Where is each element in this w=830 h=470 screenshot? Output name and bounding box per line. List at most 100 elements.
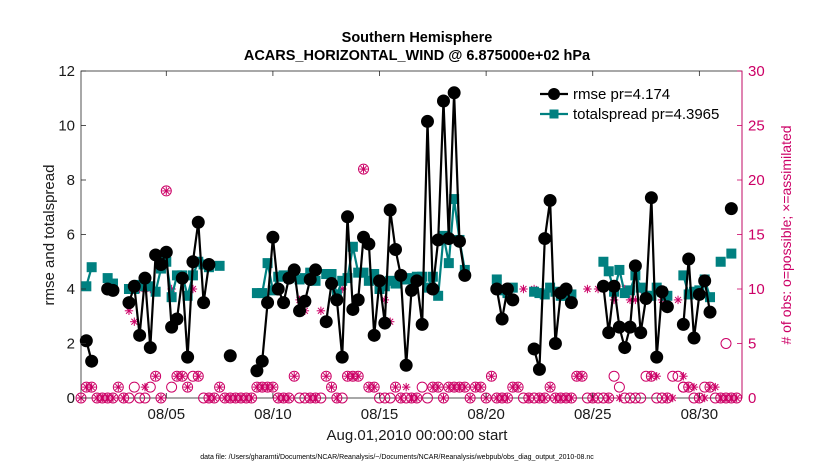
- series-point: [277, 296, 291, 310]
- legend-marker: [548, 88, 560, 100]
- obs-assimilated-marker: [673, 295, 683, 305]
- obs-assimilated-marker: [567, 393, 576, 403]
- obs-possible-marker: [667, 370, 679, 382]
- y-tick-label: 8: [67, 172, 75, 189]
- obs-assimilated-marker: [721, 393, 731, 403]
- series-point: [623, 320, 637, 334]
- series-point: [655, 285, 669, 299]
- series-point: [373, 274, 387, 288]
- asterisk-stroke: [706, 383, 714, 391]
- series-point: [266, 230, 280, 244]
- asterisk-stroke: [674, 296, 682, 304]
- asterisk-stroke: [370, 383, 378, 391]
- series-point: [133, 328, 147, 342]
- obs-assimilated-marker: [604, 393, 613, 403]
- obs-possible-marker: [395, 392, 407, 404]
- obs-possible-marker: [437, 392, 449, 404]
- series-point: [603, 266, 614, 277]
- series-point: [715, 256, 726, 267]
- obs-assimilated-marker: [162, 186, 171, 196]
- asterisk-stroke: [88, 383, 95, 391]
- asterisk-stroke: [536, 394, 543, 402]
- asterisk-stroke: [274, 394, 282, 402]
- series-point: [166, 292, 177, 303]
- asterisk-stroke: [413, 394, 421, 402]
- obs-possible-marker: [629, 392, 641, 404]
- asterisk-stroke: [493, 394, 501, 402]
- obs-assimilated-marker: [401, 382, 411, 392]
- obs-assimilated-marker: [545, 382, 555, 392]
- obs-possible-marker: [720, 338, 732, 349]
- series-point: [197, 296, 211, 310]
- series-point: [86, 262, 97, 273]
- asterisk-stroke: [242, 394, 250, 402]
- obs-assimilated-marker: [231, 393, 240, 403]
- chart-subtitle: ACARS_HORIZONTAL_WIND @ 6.875000e+02 hPa: [244, 48, 591, 64]
- asterisk-stroke: [498, 394, 506, 402]
- x-tick-label: 08/20: [467, 406, 505, 423]
- series-point: [223, 349, 237, 363]
- asterisk-stroke: [312, 394, 319, 402]
- series-point: [367, 328, 381, 342]
- series-point: [399, 358, 413, 372]
- asterisk-stroke: [648, 372, 655, 380]
- asterisk-stroke: [125, 307, 133, 315]
- x-axis-label: Aug.01,2010 00:00:00 start: [327, 427, 509, 444]
- obs-possible-marker: [288, 370, 300, 382]
- obs-count-layer: [75, 163, 743, 404]
- legend-marker: [549, 109, 559, 119]
- asterisk-stroke: [130, 318, 138, 326]
- obs-assimilated-marker: [316, 306, 326, 315]
- series-point: [389, 242, 403, 256]
- series-point: [628, 259, 642, 273]
- series-point: [564, 296, 578, 310]
- series-point: [341, 210, 355, 224]
- asterisk-stroke: [322, 372, 330, 380]
- obs-assimilated-marker: [82, 382, 91, 392]
- legend-box: [534, 79, 736, 123]
- obs-assimilated-marker: [332, 393, 342, 403]
- series-point: [202, 257, 216, 271]
- asterisk-stroke: [605, 394, 613, 402]
- x-tick-label: 08/30: [681, 406, 719, 423]
- series-point: [644, 191, 658, 205]
- series-point: [106, 283, 120, 297]
- obs-assimilated-marker: [194, 372, 203, 381]
- series-point: [335, 350, 349, 364]
- obs-possible-marker: [294, 392, 306, 404]
- asterisk-stroke: [434, 383, 442, 391]
- obs-assimilated-marker: [215, 382, 224, 392]
- asterisk-stroke: [232, 394, 239, 402]
- series-point: [330, 293, 344, 307]
- series-point: [495, 312, 509, 326]
- series-point: [634, 326, 648, 340]
- obs-assimilated-marker: [668, 393, 677, 403]
- asterisk-stroke: [221, 394, 229, 402]
- asterisk-stroke: [552, 394, 559, 402]
- series-point: [181, 350, 195, 364]
- obs-assimilated-marker: [87, 382, 96, 392]
- asterisk-stroke: [210, 394, 218, 402]
- y-tick-label: 4: [67, 281, 75, 298]
- asterisk-stroke: [152, 372, 159, 380]
- series-point: [559, 282, 573, 296]
- asterisk-stroke: [456, 383, 463, 391]
- asterisk-stroke: [573, 372, 581, 380]
- obs-assimilated-marker: [551, 393, 560, 403]
- series-point: [309, 263, 323, 277]
- series-point: [698, 274, 712, 288]
- series-point: [81, 281, 92, 292]
- asterisk-stroke: [258, 383, 266, 391]
- asterisk-stroke: [701, 394, 709, 402]
- obs-possible-marker: [139, 392, 151, 404]
- asterisk-stroke: [733, 394, 740, 402]
- y-tick-label: 0: [67, 390, 75, 407]
- obs-assimilated-marker: [204, 393, 214, 403]
- obs-assimilated-marker: [535, 393, 544, 403]
- asterisk-stroke: [397, 394, 405, 402]
- series-line: [127, 222, 210, 358]
- right-tick-label: 10: [748, 281, 765, 298]
- asterisk-stroke: [722, 394, 730, 402]
- asterisk-stroke: [280, 394, 287, 402]
- asterisk-stroke: [328, 383, 335, 391]
